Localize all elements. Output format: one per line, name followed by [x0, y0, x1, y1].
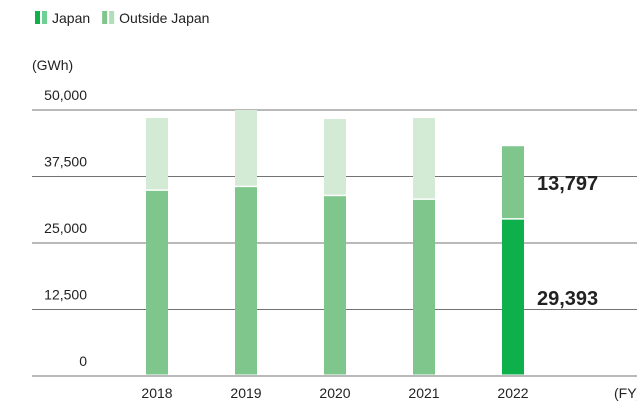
bar-segment — [413, 199, 435, 375]
y-tick-label: 37,500 — [44, 154, 87, 170]
x-axis-label: (FY) — [614, 385, 637, 401]
legend-label: Outside Japan — [119, 10, 209, 26]
bar-segment — [235, 110, 257, 186]
data-label: 13,797 — [537, 173, 598, 195]
x-tick-label: 2018 — [141, 385, 172, 401]
legend-swatch — [102, 11, 108, 24]
x-tick-label: 2021 — [408, 385, 439, 401]
data-label: 29,393 — [537, 288, 598, 310]
x-tick-label: 2022 — [497, 385, 528, 401]
legend-label: Japan — [52, 10, 90, 26]
bar-segment — [324, 119, 346, 195]
x-tick-label: 2020 — [319, 385, 350, 401]
bar-segment — [413, 117, 435, 199]
y-axis-label: (GWh) — [32, 57, 73, 73]
legend-swatch — [109, 11, 115, 24]
y-tick-label: 25,000 — [44, 220, 87, 236]
bar-segment — [146, 190, 168, 375]
bar-segment — [502, 146, 524, 219]
legend-swatch — [42, 11, 47, 24]
y-tick-label: 0 — [79, 353, 87, 369]
bar-segment — [146, 117, 168, 190]
y-tick-label: 50,000 — [44, 87, 87, 103]
bar-segment — [235, 187, 257, 375]
x-tick-label: 2019 — [230, 385, 261, 401]
bar-segment — [502, 219, 524, 375]
y-tick-label: 12,500 — [44, 287, 87, 303]
legend-swatch — [35, 11, 40, 24]
bar-segment — [324, 196, 346, 375]
